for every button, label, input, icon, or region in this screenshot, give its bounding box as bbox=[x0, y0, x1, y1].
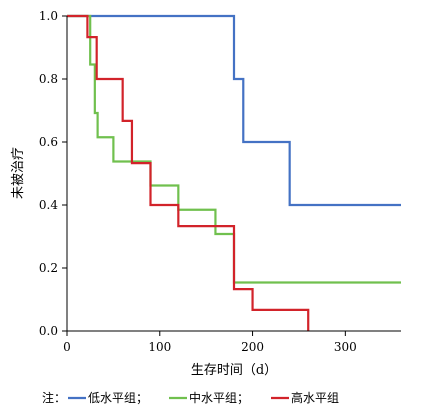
legend-label-3: 高水平组 bbox=[291, 390, 339, 405]
y-tick-label: 0.4 bbox=[39, 198, 58, 212]
legend-label-1: 低水平组； bbox=[88, 391, 148, 405]
y-axis-title: 未被治疗 bbox=[11, 147, 26, 199]
legend: 注： 低水平组； 中水平组； 高水平组 bbox=[42, 390, 339, 405]
series-layer bbox=[67, 14, 401, 331]
y-tick-label: 0.0 bbox=[39, 324, 58, 338]
y-tick-label: 0.8 bbox=[39, 72, 58, 86]
y-tick-label: 0.6 bbox=[39, 135, 58, 149]
legend-label-2: 中水平组； bbox=[189, 390, 249, 405]
x-tick-label: 300 bbox=[334, 340, 357, 354]
x-axis-title: 生存时间（d） bbox=[191, 363, 277, 378]
series-line-3 bbox=[67, 14, 310, 331]
x-tick-label: 0 bbox=[63, 340, 71, 354]
series-line-1 bbox=[67, 14, 401, 207]
x-tick-label: 100 bbox=[148, 340, 171, 354]
y-tick-label: 1.0 bbox=[39, 9, 58, 23]
y-tick-label: 0.2 bbox=[39, 261, 58, 275]
x-tick-label: 200 bbox=[241, 340, 264, 354]
axes-layer: 0.0 0.2 0.4 0.6 0.8 1.0 0 100 200 300 bbox=[39, 9, 401, 354]
legend-prefix: 注： bbox=[42, 390, 66, 405]
